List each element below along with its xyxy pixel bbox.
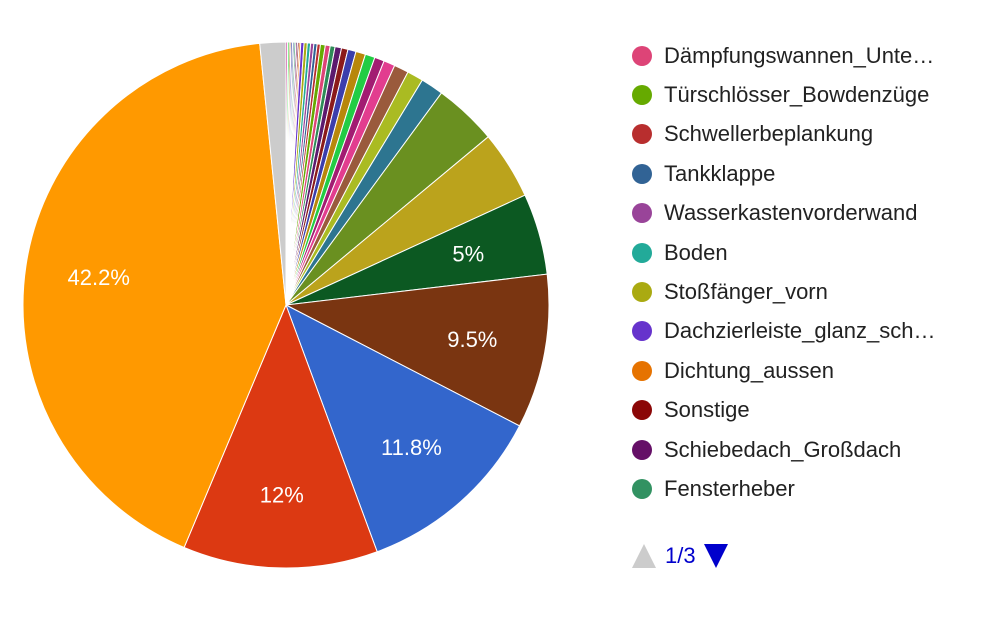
pie-slices xyxy=(22,41,550,569)
legend-item[interactable]: Sonstige xyxy=(632,391,992,430)
legend-label: Dämpfungswannen_Unte… xyxy=(664,42,935,68)
legend-color-icon xyxy=(632,321,652,342)
slice-percent-label: 9.5% xyxy=(447,327,497,352)
legend-color-icon xyxy=(632,282,652,303)
legend-item[interactable]: Dachzierleiste_glanz_sch… xyxy=(632,312,992,351)
slice-percent-label: 12% xyxy=(260,482,304,507)
legend-item[interactable]: Türschlösser_Bowdenzüge xyxy=(632,75,992,114)
legend-label: Dichtung_aussen xyxy=(664,357,835,383)
legend-item[interactable]: Schwellerbeplankung xyxy=(632,115,992,154)
slice-percent-label: 5% xyxy=(452,242,484,267)
legend-label: Schwellerbeplankung xyxy=(664,121,874,147)
legend-label: Sonstige xyxy=(664,397,750,423)
pager-next-icon[interactable] xyxy=(703,544,728,568)
legend-item[interactable]: Dichtung_aussen xyxy=(632,351,992,390)
legend-color-icon xyxy=(632,400,652,421)
legend-label: Stoßfänger_vorn xyxy=(664,279,828,305)
legend-color-icon xyxy=(632,85,652,106)
pager-page-indicator: 1/3 xyxy=(665,543,696,568)
pie-slice[interactable] xyxy=(183,303,378,569)
legend-label: Boden xyxy=(664,239,728,265)
legend-item[interactable]: Stoßfänger_vorn xyxy=(632,272,992,311)
pager-previous-icon[interactable] xyxy=(632,544,656,568)
legend-pager: 1/3 xyxy=(632,543,728,569)
legend-label: Tankklappe xyxy=(664,160,776,186)
slice-percent-label: 11.8% xyxy=(381,435,442,460)
legend-item[interactable]: Fensterheber xyxy=(632,469,992,508)
legend-label: Dachzierleiste_glanz_sch… xyxy=(664,318,936,344)
legend-item[interactable]: Wasserkastenvorderwand xyxy=(632,194,992,233)
legend-item[interactable]: Dämpfungswannen_Unte… xyxy=(632,36,992,75)
legend-color-icon xyxy=(632,360,652,381)
pie-slice-labels: 5% 9.5% 11.8% 12% 42.2% xyxy=(68,242,498,508)
legend-label: Fensterheber xyxy=(664,475,795,501)
pie-slice[interactable] xyxy=(22,42,287,549)
legend-item[interactable]: Tankklappe xyxy=(632,154,992,193)
legend-color-icon xyxy=(632,45,652,66)
legend: Dämpfungswannen_Unte… Türschlösser_Bowden… xyxy=(632,36,992,509)
legend-color-icon xyxy=(632,124,652,145)
pie-slice[interactable] xyxy=(259,41,287,306)
legend-item[interactable]: Schiebedach_Großdach xyxy=(632,430,992,469)
slice-percent-label: 42.2% xyxy=(68,265,130,290)
legend-color-icon xyxy=(632,163,652,184)
legend-color-icon xyxy=(632,439,652,460)
pie-slice[interactable] xyxy=(285,303,521,553)
legend-label: Türschlösser_Bowdenzüge xyxy=(664,82,930,108)
legend-item[interactable]: Boden xyxy=(632,233,992,272)
legend-color-icon xyxy=(632,203,652,224)
pie-slice[interactable] xyxy=(284,273,550,427)
legend-label: Wasserkastenvorderwand xyxy=(664,200,918,226)
legend-label: Schiebedach_Großdach xyxy=(664,436,902,462)
legend-color-icon xyxy=(632,478,652,499)
legend-color-icon xyxy=(632,242,652,263)
